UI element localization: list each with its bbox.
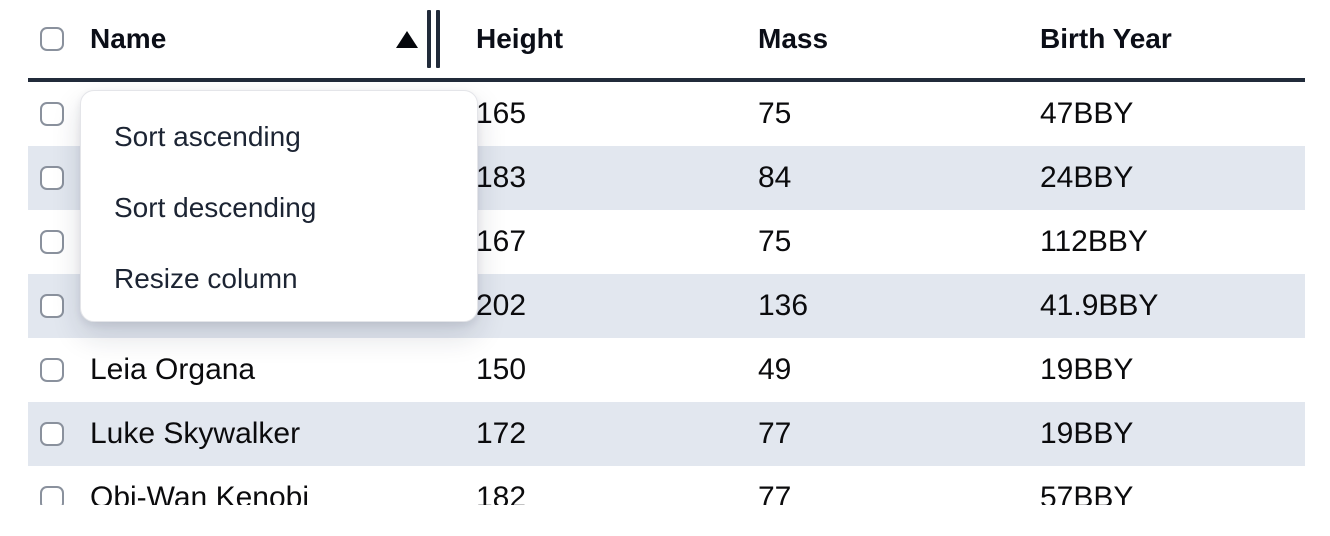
row-checkbox-cell: [28, 486, 90, 505]
cell-name: Leia Organa: [90, 353, 256, 386]
row-checkbox[interactable]: [40, 230, 64, 254]
sort-ascending-icon: [396, 30, 418, 48]
cell-height: 182: [476, 481, 527, 505]
table-row[interactable]: 202 136 41.9BBY: [28, 274, 1305, 338]
cell-name: Luke Skywalker: [90, 417, 301, 450]
cell-mass: 75: [758, 225, 792, 258]
row-checkbox-cell: [28, 102, 90, 126]
column-header-name-label: Name: [90, 23, 167, 54]
cell-mass: 77: [758, 481, 792, 505]
column-header-birth-year[interactable]: Birth Year: [1040, 23, 1172, 54]
menu-item-resize-column[interactable]: Resize column: [114, 262, 298, 294]
row-checkbox[interactable]: [40, 422, 64, 446]
row-checkbox-cell: [28, 294, 90, 318]
header-checkbox-cell: [28, 27, 90, 51]
column-header-name[interactable]: Name: [90, 0, 460, 78]
cell-height: 183: [476, 161, 527, 194]
cell-height: 167: [476, 225, 527, 258]
cell-mass: 75: [758, 97, 792, 130]
column-resize-handle[interactable]: [427, 10, 440, 68]
cell-mass: 77: [758, 417, 792, 450]
cell-height: 150: [476, 353, 527, 386]
table-header: Name Height Mass Birth Year: [28, 0, 1305, 82]
column-header-mass[interactable]: Mass: [758, 23, 829, 54]
column-header-height[interactable]: Height: [476, 23, 564, 54]
table-row[interactable]: Obi-Wan Kenobi 182 77 57BBY: [28, 466, 1305, 505]
cell-height: 172: [476, 417, 527, 450]
cell-mass: 84: [758, 161, 792, 194]
cell-height: 165: [476, 97, 527, 130]
select-all-checkbox[interactable]: [40, 27, 64, 51]
row-checkbox-cell: [28, 166, 90, 190]
cell-birth-year: 19BBY: [1040, 417, 1134, 450]
cell-birth-year: 41.9BBY: [1040, 289, 1159, 322]
column-context-menu: Sort ascending Sort descending Resize colu…: [80, 90, 478, 322]
row-checkbox-cell: [28, 422, 90, 446]
cell-birth-year: 19BBY: [1040, 353, 1134, 386]
table-row[interactable]: Leia Organa 150 49 19BBY: [28, 338, 1305, 402]
table-row[interactable]: Luke Skywalker 172 77 19BBY: [28, 402, 1305, 466]
cell-mass: 136: [758, 289, 809, 322]
row-checkbox-cell: [28, 230, 90, 254]
menu-item-sort-descending[interactable]: Sort descending: [114, 191, 317, 223]
cell-height: 202: [476, 289, 527, 322]
cell-birth-year: 57BBY: [1040, 481, 1134, 505]
row-checkbox[interactable]: [40, 486, 64, 505]
cell-birth-year: 24BBY: [1040, 161, 1134, 194]
row-checkbox[interactable]: [40, 294, 64, 318]
row-checkbox[interactable]: [40, 102, 64, 126]
cell-birth-year: 47BBY: [1040, 97, 1134, 130]
row-checkbox[interactable]: [40, 358, 64, 382]
menu-item-sort-ascending[interactable]: Sort ascending: [114, 120, 301, 152]
cell-birth-year: 112BBY: [1040, 225, 1148, 258]
cell-name: Obi-Wan Kenobi: [90, 481, 309, 505]
row-checkbox[interactable]: [40, 166, 64, 190]
cell-mass: 49: [758, 353, 792, 386]
row-checkbox-cell: [28, 358, 90, 382]
